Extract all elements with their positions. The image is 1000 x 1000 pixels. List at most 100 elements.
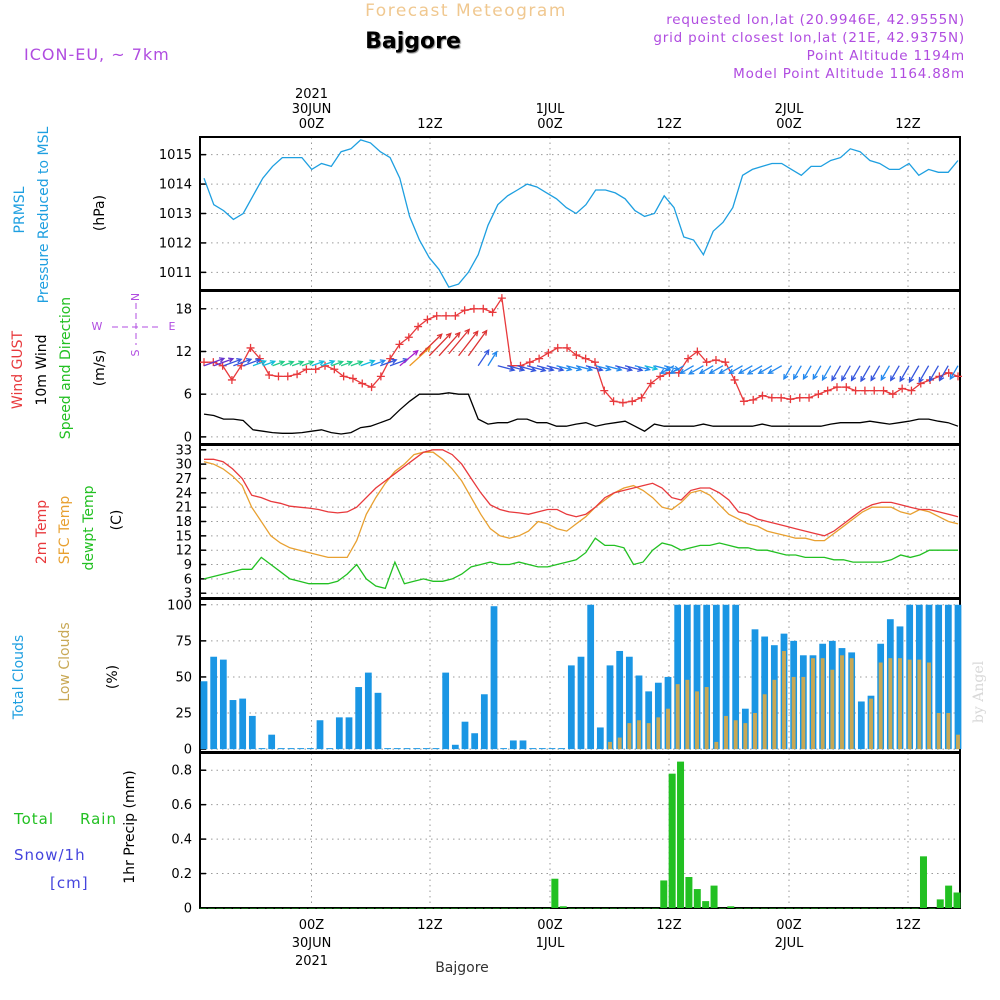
rain-bar [928,908,936,909]
pressure-ytick-label: 1011 [159,266,192,281]
total-cloud-bar [335,717,343,750]
location-title: Bajgore [365,29,461,54]
low-cloud-bar [782,650,786,750]
wind-direction-arrow [821,365,832,381]
rain-bar [484,908,492,909]
wind-direction-arrow [409,346,431,367]
rain-bar [610,908,618,909]
wind-arrow-head [436,333,443,340]
wind-direction-arrow [660,365,675,374]
gust-marker [497,294,506,303]
clouds-unit-label: (%) [105,665,121,689]
wind-direction-arrow [870,365,881,381]
low-cloud-bar [627,723,632,750]
wind-direction-arrow [747,365,763,375]
rain-bar [844,908,852,909]
total-cloud-bar [606,665,614,750]
prmsl-label: PRMSL [12,186,28,233]
gust-marker [842,383,851,392]
rain-bar [216,908,224,909]
precip-ytick-label: 0.8 [171,764,192,779]
wind-arrow-head [783,373,789,381]
rain-bar [593,908,601,909]
wind-arrow-head [644,365,651,372]
gust-marker [488,308,497,317]
top-time-label: 1JUL [536,102,566,117]
total-cloud-bar [703,604,711,750]
total-cloud-bar [538,748,546,750]
wind-arrow-head [616,366,623,372]
wind-arrow-head [949,373,955,381]
gust-marker [637,393,646,402]
rain-bar [777,908,785,909]
wind-direction-arrow [380,359,397,367]
rain-bar [325,908,333,909]
rain-bar [559,906,567,908]
wind-arrow-head [298,360,305,366]
wind-direction-arrow [585,365,603,371]
bottom-time-label: 00Z [776,918,802,933]
clouds-ytick-label: 50 [175,670,192,685]
wind-arrow-head [860,376,866,383]
wind-direction-arrow [467,330,488,357]
gust-marker [684,354,693,363]
temp-ytick-label: 12 [175,544,192,559]
gust-marker [404,333,413,342]
gust-marker [302,365,311,374]
rain-bar [576,908,584,909]
total-cloud-bar [210,656,218,750]
wind-arrow-head [245,358,253,364]
low-cloud-bar [830,669,835,750]
gust-marker [572,351,581,360]
wind-arrow-head [586,366,594,372]
rain-bar [785,908,793,909]
precip-labels: Total Rain Snow/1h [cm] 1hr Precip (mm) [13,770,138,892]
total-cloud-bar [500,748,508,750]
rain-bar [300,908,308,909]
wind-direction-arrow [680,365,694,374]
rain-bar [744,908,752,909]
low-cloud-bar [666,708,670,750]
total-cloud-bar [374,692,382,750]
total-cloud-bar [248,715,256,750]
rain-bar [852,908,860,909]
total-cloud-bar [645,691,653,750]
rain-bar [718,908,726,909]
wind-direction-arrow [203,357,225,367]
wind-direction-arrow [507,365,525,371]
rain-bar [710,885,718,908]
wind-direction-arrow [851,365,861,381]
gust-marker [870,386,879,395]
total-cloud-bar [683,604,691,750]
total-label: Total [13,810,54,828]
rain-bar [509,908,517,909]
gust-marker [739,397,748,406]
rain-bar [919,856,927,908]
wind-direction-arrow [546,365,564,371]
temp-ytick-label: 27 [175,472,192,487]
wind-arrow-head [540,366,547,373]
top-time-label: 12Z [656,117,682,132]
wind-arrow-head [708,368,715,375]
gust-marker [293,370,302,379]
wind-arrow-head [626,366,634,372]
low-cloud-bar [772,679,777,750]
precip-panel: 0 0.2 0.4 0.6 0.8 [171,752,961,917]
rain-bar [861,908,869,909]
rain-bar [802,908,810,909]
rain-bar [886,908,894,909]
wind-arrow-head [651,365,659,371]
wind-arrow-head [255,358,262,364]
total-cloud-bar [674,604,682,750]
total-cloud-bar [587,604,595,750]
wind-direction-arrow [575,365,593,371]
total-cloud-bar [935,604,943,750]
gust-marker [693,347,702,356]
wind-direction-arrow [331,360,343,367]
wind-direction-arrow [929,365,939,382]
gust-marker [944,368,953,377]
gust-marker [469,304,478,313]
gust-marker [898,384,907,393]
total-cloud-bar [693,604,701,750]
gust-marker [609,397,618,406]
